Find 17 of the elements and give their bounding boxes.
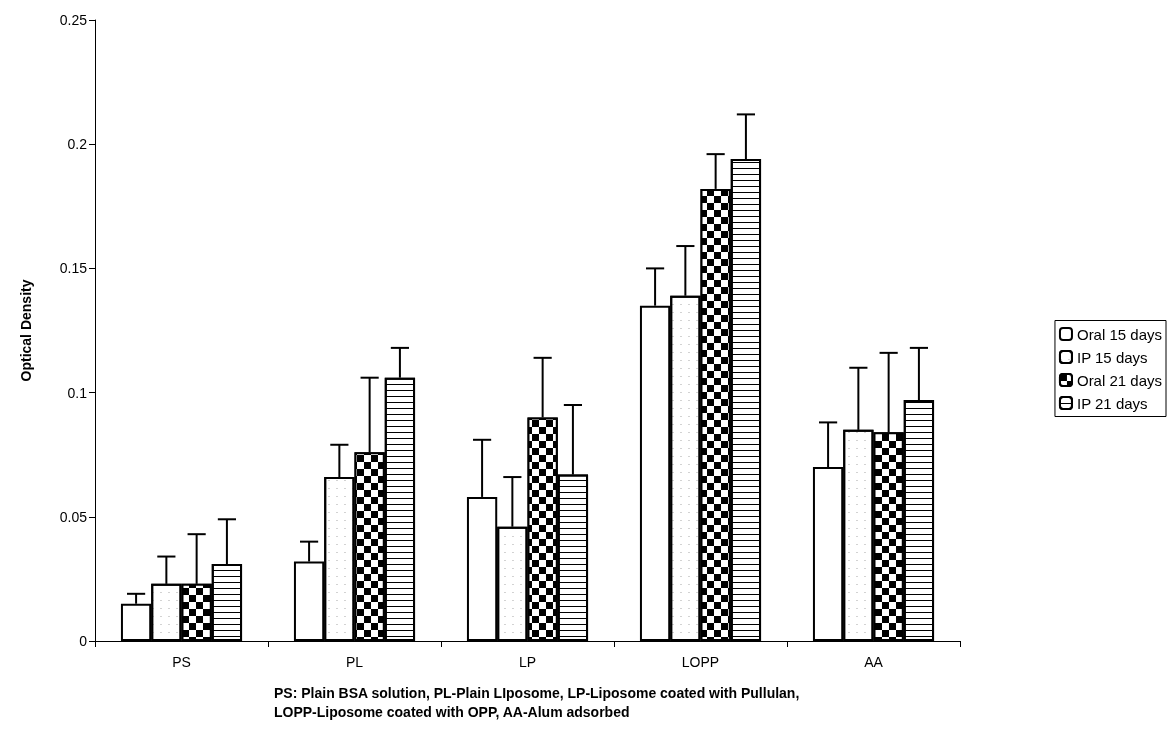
- x-tick-label: LP: [518, 654, 537, 670]
- legend-label: IP 21 days: [1076, 394, 1148, 412]
- x-tick-label: LOPP: [681, 654, 720, 670]
- legend-label: Oral 15 days: [1076, 325, 1163, 343]
- text: PS: Plain BSA solution, PL-Plain LIposome, LP-Liposome coated with Pullulan, LOPP-Liposome coated with OPP, AA-Alum adsorbed: [274, 684, 804, 720]
- y-tick-label: 0.1: [67, 384, 88, 401]
- x-tick-label: PS: [172, 654, 191, 670]
- legend-label: Oral 21 days: [1076, 371, 1163, 389]
- y-tick-label: 0.2: [67, 136, 88, 153]
- y-tick-label: 0.05: [59, 508, 88, 525]
- y-tick-label: 0.15: [59, 260, 88, 277]
- x-tick-label: AA: [864, 654, 884, 670]
- y-tick-label: 0: [79, 633, 88, 649]
- y-axis-title: Optical Density: [18, 279, 34, 382]
- legend-label: IP 15 days: [1076, 348, 1148, 366]
- y-tick-label: 0.25: [59, 12, 88, 28]
- x-tick-label: PL: [345, 654, 364, 670]
